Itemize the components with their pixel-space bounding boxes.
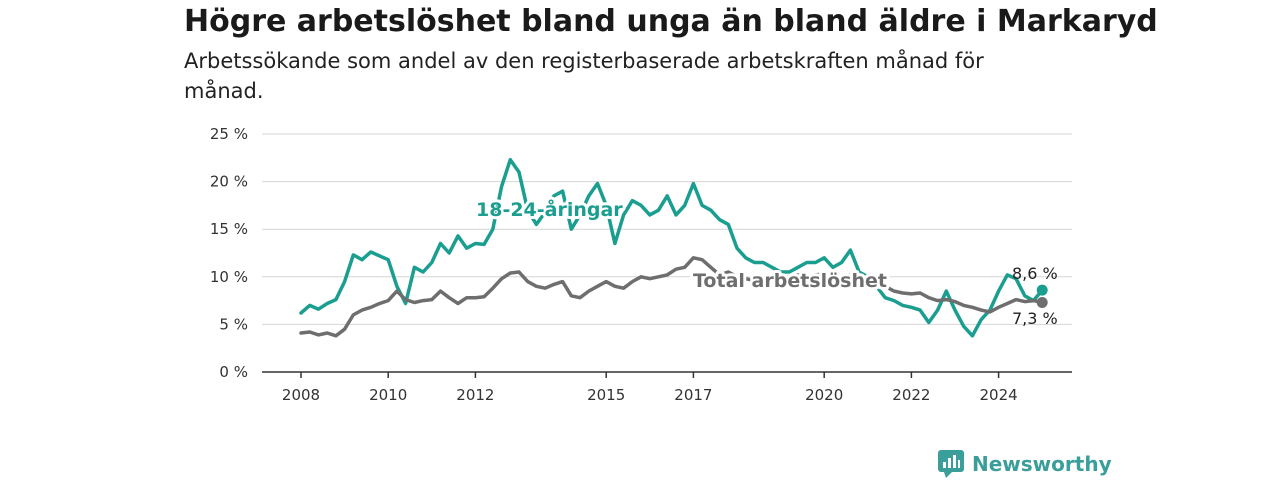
x-tick-label: 2015 [587, 386, 625, 404]
x-tick-label: 2008 [282, 386, 320, 404]
series-labels: 18-24-åringar Total arbetslöshet 8,6 % 7,3 … [473, 194, 1058, 328]
series-label-total: Total arbetslöshet [693, 270, 887, 292]
series-end-point-0 [1036, 284, 1048, 296]
y-axis-ticks: 0 % 5 % 10 % 15 % 20 % 25 % [210, 125, 248, 381]
y-tick-label: 15 % [210, 220, 248, 238]
x-tick-label: 2024 [980, 386, 1018, 404]
x-tick-label: 2012 [456, 386, 494, 404]
y-tick-label: 10 % [210, 268, 248, 286]
y-tick-label: 25 % [210, 125, 248, 143]
end-value-youth: 8,6 % [1012, 264, 1058, 283]
y-tick-label: 5 % [219, 315, 248, 333]
series-end-point-1 [1036, 297, 1048, 309]
brand-name: Newsworthy [972, 452, 1112, 476]
x-tick-label: 2020 [805, 386, 843, 404]
newsworthy-logo-icon [938, 450, 964, 478]
brand: Newsworthy [938, 448, 1112, 480]
chart-title: Högre arbetslöshet bland unga än bland ä… [184, 4, 1158, 39]
y-tick-label: 0 % [219, 363, 248, 381]
series-line-1 [299, 256, 1044, 338]
chart-subtitle: Arbetssökande som andel av den registerb… [184, 49, 984, 103]
gridlines [262, 133, 1072, 325]
series-label-youth: 18-24-åringar [476, 197, 623, 221]
series-line-0 [299, 157, 1044, 338]
y-tick-label: 20 % [210, 173, 248, 191]
series-lines [299, 157, 1048, 338]
x-axis: 2008 2010 2012 2015 2017 2020 2022 2024 [262, 371, 1072, 404]
x-tick-label: 2022 [892, 386, 930, 404]
x-tick-label: 2010 [369, 386, 407, 404]
end-value-total: 7,3 % [1012, 309, 1058, 328]
x-tick-label: 2017 [674, 386, 712, 404]
